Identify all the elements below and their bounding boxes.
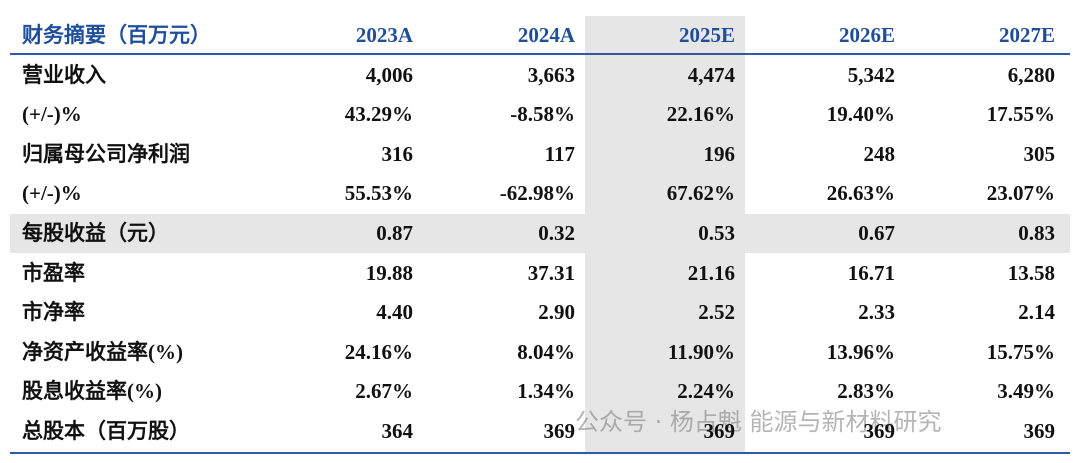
cell-value: 17.55% (986, 102, 1055, 127)
cell-value: 316 (381, 141, 414, 166)
cell-value: 2.33 (858, 300, 895, 325)
cell-value: 43.29% (344, 102, 413, 127)
cell-value: 2.90 (538, 300, 575, 325)
cell-value: 196 (703, 141, 736, 166)
cell-value: 117 (544, 141, 575, 166)
cell-value: 0.32 (538, 221, 575, 245)
cell-value: 23.07% (986, 181, 1055, 206)
cell-value: 6,280 (1007, 62, 1055, 87)
header-label: 财务摘要（百万元） (22, 23, 211, 47)
cell-value: 2.52 (698, 300, 735, 325)
cell-value: 2.67% (355, 379, 413, 404)
cell-value: 22.16% (666, 102, 735, 127)
cell-value: 4,474 (687, 62, 735, 87)
cell-value: -62.98% (499, 181, 575, 206)
cell-value: 37.31 (527, 260, 575, 285)
bottom-rule (10, 452, 1070, 454)
cell-value: 8.04% (517, 339, 575, 364)
cell-value: 15.75% (986, 339, 1055, 364)
cell-value: 19.40% (826, 102, 895, 127)
header-year: 2024A (517, 23, 575, 47)
cell-value: -8.58% (510, 102, 575, 127)
cell-value: 55.53% (344, 181, 413, 206)
cell-value: 5,342 (847, 62, 895, 87)
cell-value: 364 (381, 419, 414, 443)
cell-value: 19.88 (365, 260, 413, 285)
row-label: (+/-)% (22, 102, 82, 127)
cell-value: 3,663 (527, 62, 575, 87)
cell-value: 0.87 (376, 221, 413, 245)
cell-value: 369 (1023, 419, 1056, 443)
row-label: 净资产收益率(%) (22, 339, 183, 364)
cell-value: 3.49% (997, 379, 1055, 404)
cell-value: 13.96% (826, 339, 895, 364)
cell-value: 24.16% (344, 339, 413, 364)
header-year: 2023A (355, 23, 413, 47)
row-label: 每股收益（元） (22, 221, 169, 245)
cell-value: 369 (703, 419, 736, 443)
row-label: 市净率 (22, 300, 85, 325)
row-label: 总股本（百万股） (22, 419, 190, 443)
cell-value: 2.83% (837, 379, 895, 404)
cell-value: 2.24% (677, 379, 735, 404)
cell-value: 0.53 (698, 221, 735, 245)
cell-value: 305 (1023, 141, 1056, 166)
watermark: 公众号 · 杨占魁 能源与新材料研究 (575, 408, 942, 436)
cell-value: 0.83 (1018, 221, 1055, 245)
header-rule (10, 53, 1070, 55)
cell-value: 0.67 (858, 221, 895, 245)
row-label: 市盈率 (22, 260, 85, 285)
cell-value: 16.71 (847, 260, 895, 285)
cell-value: 11.90% (667, 339, 735, 364)
header-year: 2025E (678, 23, 735, 47)
cell-value: 369 (863, 419, 896, 443)
header-year: 2026E (838, 23, 895, 47)
cell-value: 248 (863, 141, 896, 166)
cell-value: 21.16 (687, 260, 735, 285)
header-year: 2027E (998, 23, 1055, 47)
cell-value: 1.34% (517, 379, 575, 404)
cell-value: 26.63% (826, 181, 895, 206)
cell-value: 13.58 (1007, 260, 1055, 285)
cell-value: 4,006 (365, 62, 413, 87)
row-label: (+/-)% (22, 181, 82, 206)
row-label: 归属母公司净利润 (22, 141, 190, 166)
cell-value: 4.40 (376, 300, 413, 325)
cell-value: 2.14 (1018, 300, 1055, 325)
row-label: 股息收益率(%) (22, 379, 162, 404)
row-label: 营业收入 (22, 62, 106, 87)
cell-value: 369 (543, 419, 576, 443)
cell-value: 67.62% (666, 181, 735, 206)
highlight-row (10, 214, 1070, 253)
